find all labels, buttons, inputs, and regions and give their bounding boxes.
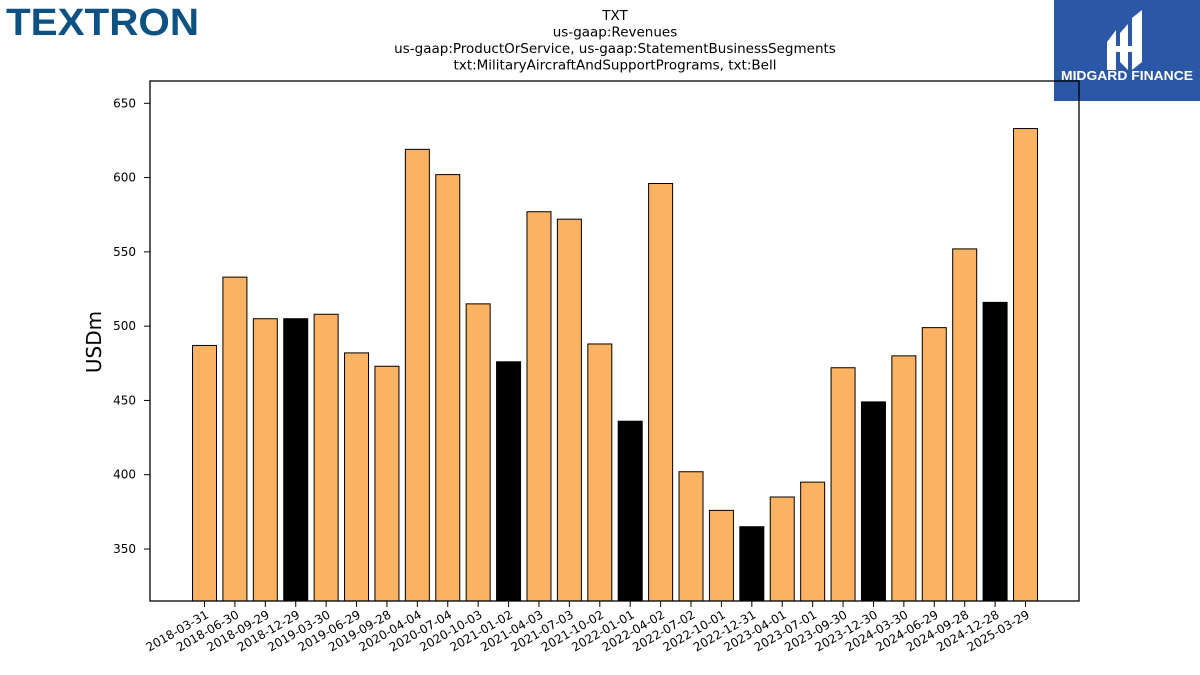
bar (252, 318, 278, 602)
bar (344, 352, 370, 602)
bar (860, 401, 886, 602)
bar (222, 276, 248, 602)
bar (313, 313, 339, 602)
bar (891, 355, 917, 602)
bar (435, 174, 461, 602)
bar (404, 148, 430, 602)
y-tick-label: 400 (113, 468, 136, 482)
y-tick-label: 600 (113, 171, 136, 185)
bar (769, 496, 795, 602)
chart-title-line: TXT (601, 8, 628, 24)
bar (465, 303, 491, 602)
midgard-logo-icon (1107, 10, 1142, 70)
textron-logo: TEXTRON (6, 2, 199, 42)
textron-logo-text: TEXTRON (6, 2, 199, 42)
midgard-finance-logo: MIDGARD FINANCE (1054, 0, 1200, 101)
bar (374, 365, 400, 602)
bar (192, 344, 217, 602)
chart-title: TXTus-gaap:Revenuesus-gaap:ProductOrServ… (394, 8, 836, 74)
bar (496, 361, 522, 602)
midgard-logo-text: MIDGARD FINANCE (1061, 68, 1193, 83)
bar (556, 218, 582, 602)
y-axis-label: USDm (82, 311, 106, 373)
chart-title-line: us-gaap:ProductOrService, us-gaap:Statem… (394, 41, 836, 57)
bar (952, 248, 978, 602)
y-axis-ticks: 350 400 450 500 550 600 650 (113, 96, 150, 556)
plot-frame (149, 80, 1080, 602)
x-axis-ticks: 2018-03-312018-06-302018-09-292018-12-29… (144, 601, 1032, 654)
bar (587, 343, 613, 602)
y-tick-label: 550 (113, 245, 136, 259)
bar (982, 301, 1008, 602)
chart-title-line: txt:MilitaryAircraftAndSupportPrograms, … (454, 58, 777, 74)
y-tick-label: 650 (113, 96, 136, 110)
bar (708, 509, 734, 602)
bars (192, 128, 1038, 602)
y-tick-label: 500 (113, 319, 136, 333)
bar (830, 367, 856, 602)
bar (617, 420, 643, 602)
y-tick-label: 350 (113, 542, 136, 556)
bar (678, 471, 704, 602)
bar (283, 318, 309, 602)
bar (921, 327, 947, 602)
chart-title-line: us-gaap:Revenues (553, 25, 678, 41)
bar (648, 183, 674, 602)
bar (800, 481, 826, 602)
bar (739, 526, 765, 602)
bar (526, 211, 552, 602)
y-tick-label: 450 (113, 393, 136, 407)
bar (1013, 128, 1038, 602)
